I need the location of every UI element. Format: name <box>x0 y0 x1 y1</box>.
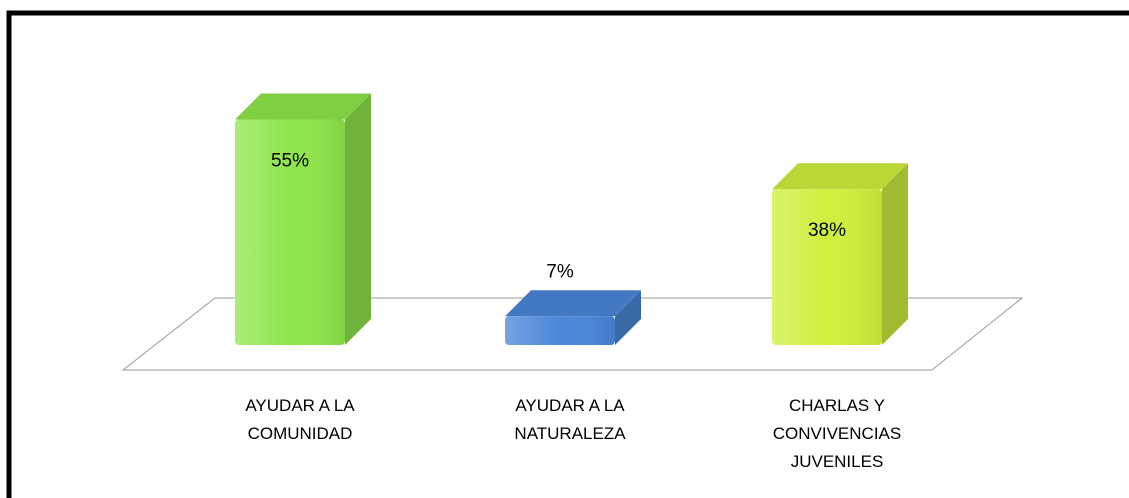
category-label: CHARLAS Y CONVIVENCIAS JUVENILES <box>772 396 902 471</box>
value-label: 7% <box>546 261 574 282</box>
bar <box>505 290 641 345</box>
bar-top <box>235 93 371 120</box>
bar-shade <box>505 316 615 345</box>
category-label: AYUDAR A LA COMUNIDAD <box>245 396 355 443</box>
bars: 55% 7% 38% <box>235 93 908 345</box>
category-label: AYUDAR A LA NATURALEZA <box>514 396 626 443</box>
bar-shade <box>772 189 882 345</box>
value-label: 38% <box>808 220 846 241</box>
bar <box>235 93 371 345</box>
bar-side <box>345 93 371 345</box>
bar-side <box>882 163 908 345</box>
bar-top <box>505 290 641 317</box>
bar-shade <box>235 119 345 345</box>
bar-side <box>615 290 641 345</box>
frame <box>6 10 1129 498</box>
bar-top <box>772 163 908 190</box>
bar <box>772 163 908 345</box>
value-label: 55% <box>271 151 309 172</box>
